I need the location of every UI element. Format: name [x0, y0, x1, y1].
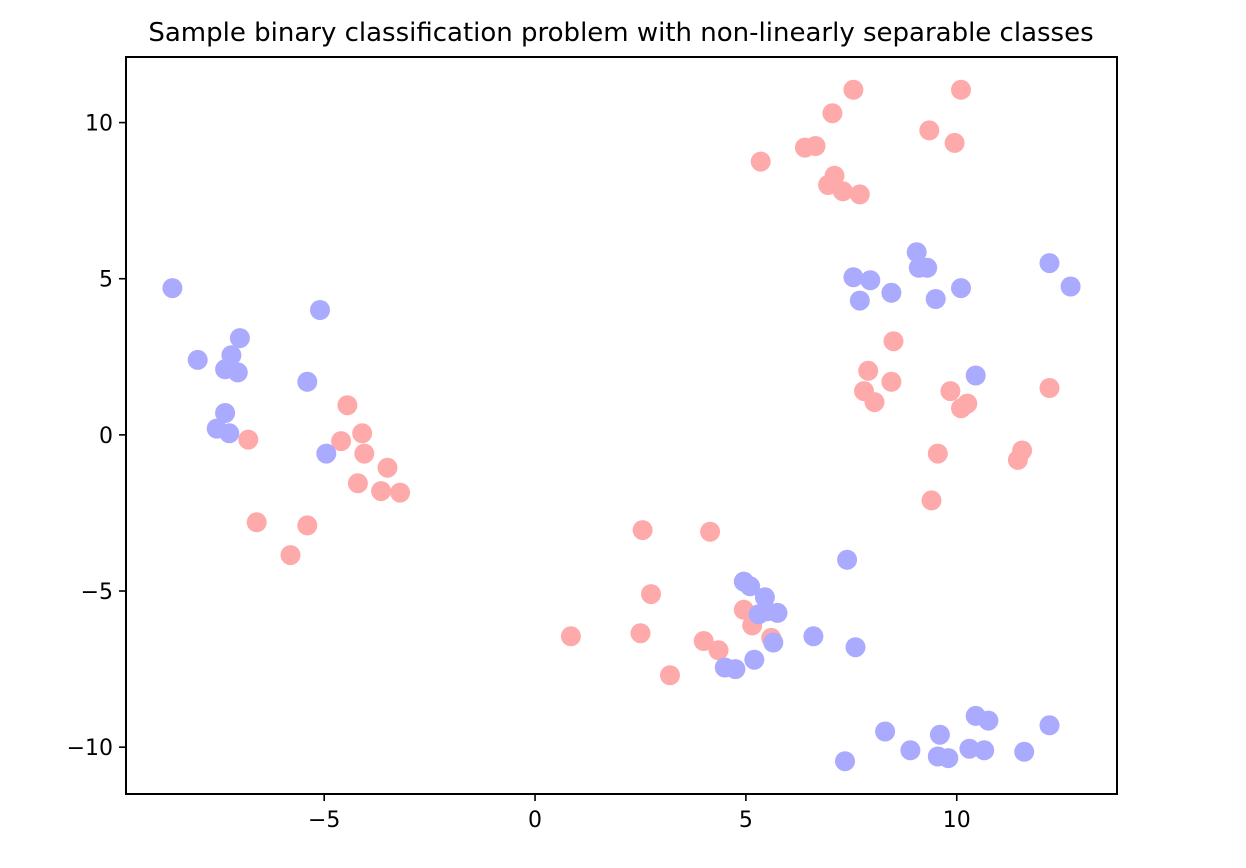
data-point	[883, 331, 904, 352]
data-point	[927, 443, 948, 464]
data-point	[227, 362, 248, 383]
data-point	[310, 300, 330, 320]
data-point	[767, 602, 788, 623]
data-point	[377, 457, 398, 478]
y-tick-label: 10	[85, 112, 113, 137]
data-point	[881, 371, 902, 392]
data-point	[229, 328, 250, 349]
y-tick-label: −10	[67, 736, 113, 761]
data-point	[187, 349, 208, 370]
data-point	[1039, 253, 1060, 274]
data-point	[297, 371, 318, 392]
data-point	[938, 748, 959, 769]
data-point	[331, 431, 352, 452]
data-point	[740, 576, 761, 597]
data-point	[390, 482, 411, 503]
data-point	[944, 132, 965, 153]
data-point	[560, 626, 581, 647]
data-point	[978, 710, 999, 731]
data-point	[860, 270, 881, 291]
y-axis: −10 −5 0 5 10	[67, 112, 126, 761]
data-point	[843, 79, 864, 100]
data-point	[1060, 276, 1081, 297]
data-point	[919, 120, 940, 141]
x-tick-label: 0	[528, 808, 542, 833]
plot-frame	[125, 56, 1118, 795]
y-tick-label: 0	[99, 424, 113, 449]
data-point	[858, 360, 879, 381]
data-point	[744, 649, 765, 670]
data-point	[929, 724, 950, 745]
data-point	[750, 151, 771, 172]
data-point	[632, 520, 653, 541]
data-point	[805, 136, 826, 156]
data-point	[763, 632, 784, 653]
data-points	[162, 79, 1081, 772]
data-point	[917, 257, 938, 278]
data-point	[215, 403, 236, 423]
data-point	[843, 267, 864, 288]
data-point	[951, 278, 971, 299]
x-axis: −5 0 5 10	[308, 794, 971, 833]
data-point	[803, 626, 824, 647]
data-point	[835, 751, 855, 772]
data-point	[337, 395, 358, 416]
data-point	[297, 515, 318, 536]
data-point	[219, 423, 240, 444]
data-point	[1039, 378, 1060, 398]
chart-title: Sample binary classification problem wit…	[148, 18, 1093, 48]
data-point	[881, 282, 902, 303]
data-point	[959, 738, 980, 759]
data-point	[660, 665, 680, 686]
data-point	[246, 512, 267, 533]
data-point	[708, 640, 729, 661]
data-point	[849, 184, 870, 205]
data-point	[951, 398, 971, 419]
data-point	[1039, 715, 1060, 736]
x-tick-label: 5	[739, 808, 753, 833]
y-tick-label: −5	[81, 580, 113, 605]
data-point	[900, 740, 921, 761]
data-point	[316, 443, 337, 464]
data-point	[280, 545, 301, 566]
data-point	[875, 721, 896, 742]
x-tick-label: −5	[308, 808, 340, 833]
data-point	[925, 289, 946, 309]
data-point	[354, 443, 375, 464]
data-point	[630, 623, 651, 644]
data-point	[940, 381, 961, 402]
x-tick-label: 10	[943, 808, 971, 833]
data-point	[906, 242, 927, 263]
data-point	[837, 549, 858, 570]
data-point	[1014, 741, 1035, 762]
data-point	[162, 278, 183, 299]
data-point	[238, 429, 259, 450]
data-point	[371, 481, 392, 502]
data-point	[693, 631, 714, 651]
data-point	[700, 521, 721, 542]
data-point	[832, 181, 853, 202]
data-point	[725, 659, 746, 680]
data-point	[864, 392, 885, 413]
data-point	[641, 584, 661, 605]
data-point	[921, 490, 942, 511]
data-point	[1007, 449, 1028, 470]
y-tick-label: 5	[99, 268, 113, 293]
data-point	[822, 103, 843, 124]
data-point	[347, 473, 368, 494]
data-point	[352, 423, 373, 444]
data-point	[845, 637, 866, 658]
data-point	[965, 365, 986, 386]
data-point	[974, 740, 995, 761]
data-point	[849, 290, 870, 311]
data-point	[951, 79, 971, 100]
